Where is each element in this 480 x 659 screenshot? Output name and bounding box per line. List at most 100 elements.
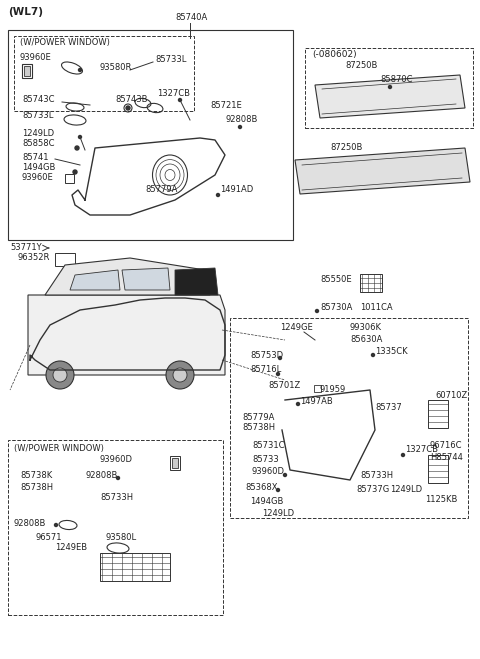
Text: 85730A: 85730A (320, 304, 352, 312)
Text: 92808B: 92808B (85, 471, 118, 480)
Text: 85737G: 85737G (356, 486, 389, 494)
Polygon shape (122, 268, 170, 290)
Circle shape (53, 368, 67, 382)
Text: 93960E: 93960E (20, 53, 52, 63)
Text: 85743C: 85743C (22, 96, 55, 105)
Text: 85779A: 85779A (242, 413, 275, 422)
Text: 85701Z: 85701Z (268, 380, 300, 389)
Bar (360, 274, 382, 292)
Circle shape (166, 361, 194, 389)
Circle shape (79, 136, 82, 138)
Text: 85738H: 85738H (242, 424, 275, 432)
Bar (22, 64, 32, 78)
Circle shape (276, 488, 279, 492)
Circle shape (55, 523, 58, 527)
Text: 96571: 96571 (35, 532, 61, 542)
Circle shape (179, 98, 181, 101)
Text: 96352R: 96352R (17, 254, 49, 262)
Text: 1249LD: 1249LD (22, 129, 54, 138)
Text: 1494GB: 1494GB (22, 163, 55, 173)
Text: 93960D: 93960D (100, 455, 133, 465)
Text: 1249GE: 1249GE (280, 324, 313, 333)
Circle shape (73, 170, 77, 174)
Polygon shape (70, 270, 120, 290)
Circle shape (126, 106, 130, 110)
Circle shape (297, 403, 300, 405)
Text: 1494GB: 1494GB (250, 498, 283, 507)
Bar (314, 385, 321, 392)
Text: 93960D: 93960D (252, 467, 285, 476)
Text: 1335CK: 1335CK (375, 347, 408, 357)
Bar (14, 36, 194, 111)
Text: (W/POWER WINDOW): (W/POWER WINDOW) (20, 38, 110, 47)
Text: 85733H: 85733H (100, 494, 133, 503)
Circle shape (276, 372, 279, 376)
Text: 1497AB: 1497AB (300, 397, 333, 407)
Text: 85738H: 85738H (20, 482, 53, 492)
Text: 87250B: 87250B (330, 144, 362, 152)
Circle shape (216, 194, 219, 196)
Text: 93580R: 93580R (100, 63, 132, 72)
Circle shape (46, 361, 74, 389)
Text: 92808B: 92808B (14, 519, 47, 527)
Bar (8, 30, 293, 240)
Circle shape (315, 310, 319, 312)
Circle shape (117, 476, 120, 480)
Bar (428, 400, 448, 428)
Bar (65, 174, 74, 183)
Bar (100, 553, 170, 581)
Text: 1327CB: 1327CB (157, 88, 190, 98)
Text: 85743B: 85743B (115, 96, 147, 105)
Text: 85630A: 85630A (350, 335, 383, 345)
Text: 93580L: 93580L (105, 532, 136, 542)
Text: 85858C: 85858C (22, 138, 55, 148)
Bar (428, 455, 448, 483)
Text: 85737: 85737 (375, 403, 402, 413)
Bar (55, 253, 75, 266)
Text: 60710Z: 60710Z (435, 391, 467, 399)
Circle shape (284, 474, 287, 476)
Text: 85733L: 85733L (22, 111, 53, 119)
Polygon shape (175, 268, 218, 295)
Text: 96716C: 96716C (430, 440, 463, 449)
Circle shape (388, 86, 392, 88)
Text: 1249LD: 1249LD (262, 509, 294, 517)
Circle shape (239, 125, 241, 129)
Text: 85721E: 85721E (210, 101, 242, 109)
Text: 85870C: 85870C (380, 76, 412, 84)
Text: 85753D: 85753D (250, 351, 283, 360)
Text: 85738K: 85738K (20, 471, 52, 480)
Text: 1249LD: 1249LD (390, 486, 422, 494)
Polygon shape (295, 148, 470, 194)
Text: 91959: 91959 (320, 386, 346, 395)
Text: 93960E: 93960E (22, 173, 54, 183)
Text: (-080602): (-080602) (312, 51, 357, 59)
Text: 85716L: 85716L (250, 366, 281, 374)
Text: 85779A: 85779A (145, 185, 178, 194)
Polygon shape (315, 75, 465, 118)
Text: 85733H: 85733H (360, 471, 393, 480)
Text: 85733: 85733 (252, 455, 279, 465)
Text: 1249EB: 1249EB (55, 544, 87, 552)
Text: 1327CB: 1327CB (405, 445, 438, 455)
Text: H85744: H85744 (430, 453, 463, 463)
Circle shape (75, 146, 79, 150)
Bar (172, 458, 178, 468)
Text: 85740A: 85740A (175, 13, 207, 22)
Bar (8, 440, 223, 615)
Text: (WL7): (WL7) (8, 7, 43, 17)
Text: 85741: 85741 (22, 154, 48, 163)
Text: 1011CA: 1011CA (360, 304, 393, 312)
Text: (W/POWER WINDOW): (W/POWER WINDOW) (14, 444, 104, 453)
Text: 85731C: 85731C (252, 440, 285, 449)
Circle shape (401, 453, 405, 457)
Circle shape (173, 368, 187, 382)
Circle shape (79, 69, 82, 71)
Text: 1125KB: 1125KB (425, 496, 457, 505)
Text: 85550E: 85550E (320, 275, 352, 285)
Bar (170, 456, 180, 470)
Bar (305, 48, 473, 128)
Text: 85733L: 85733L (155, 55, 186, 65)
Polygon shape (28, 295, 225, 375)
Bar (230, 318, 468, 518)
